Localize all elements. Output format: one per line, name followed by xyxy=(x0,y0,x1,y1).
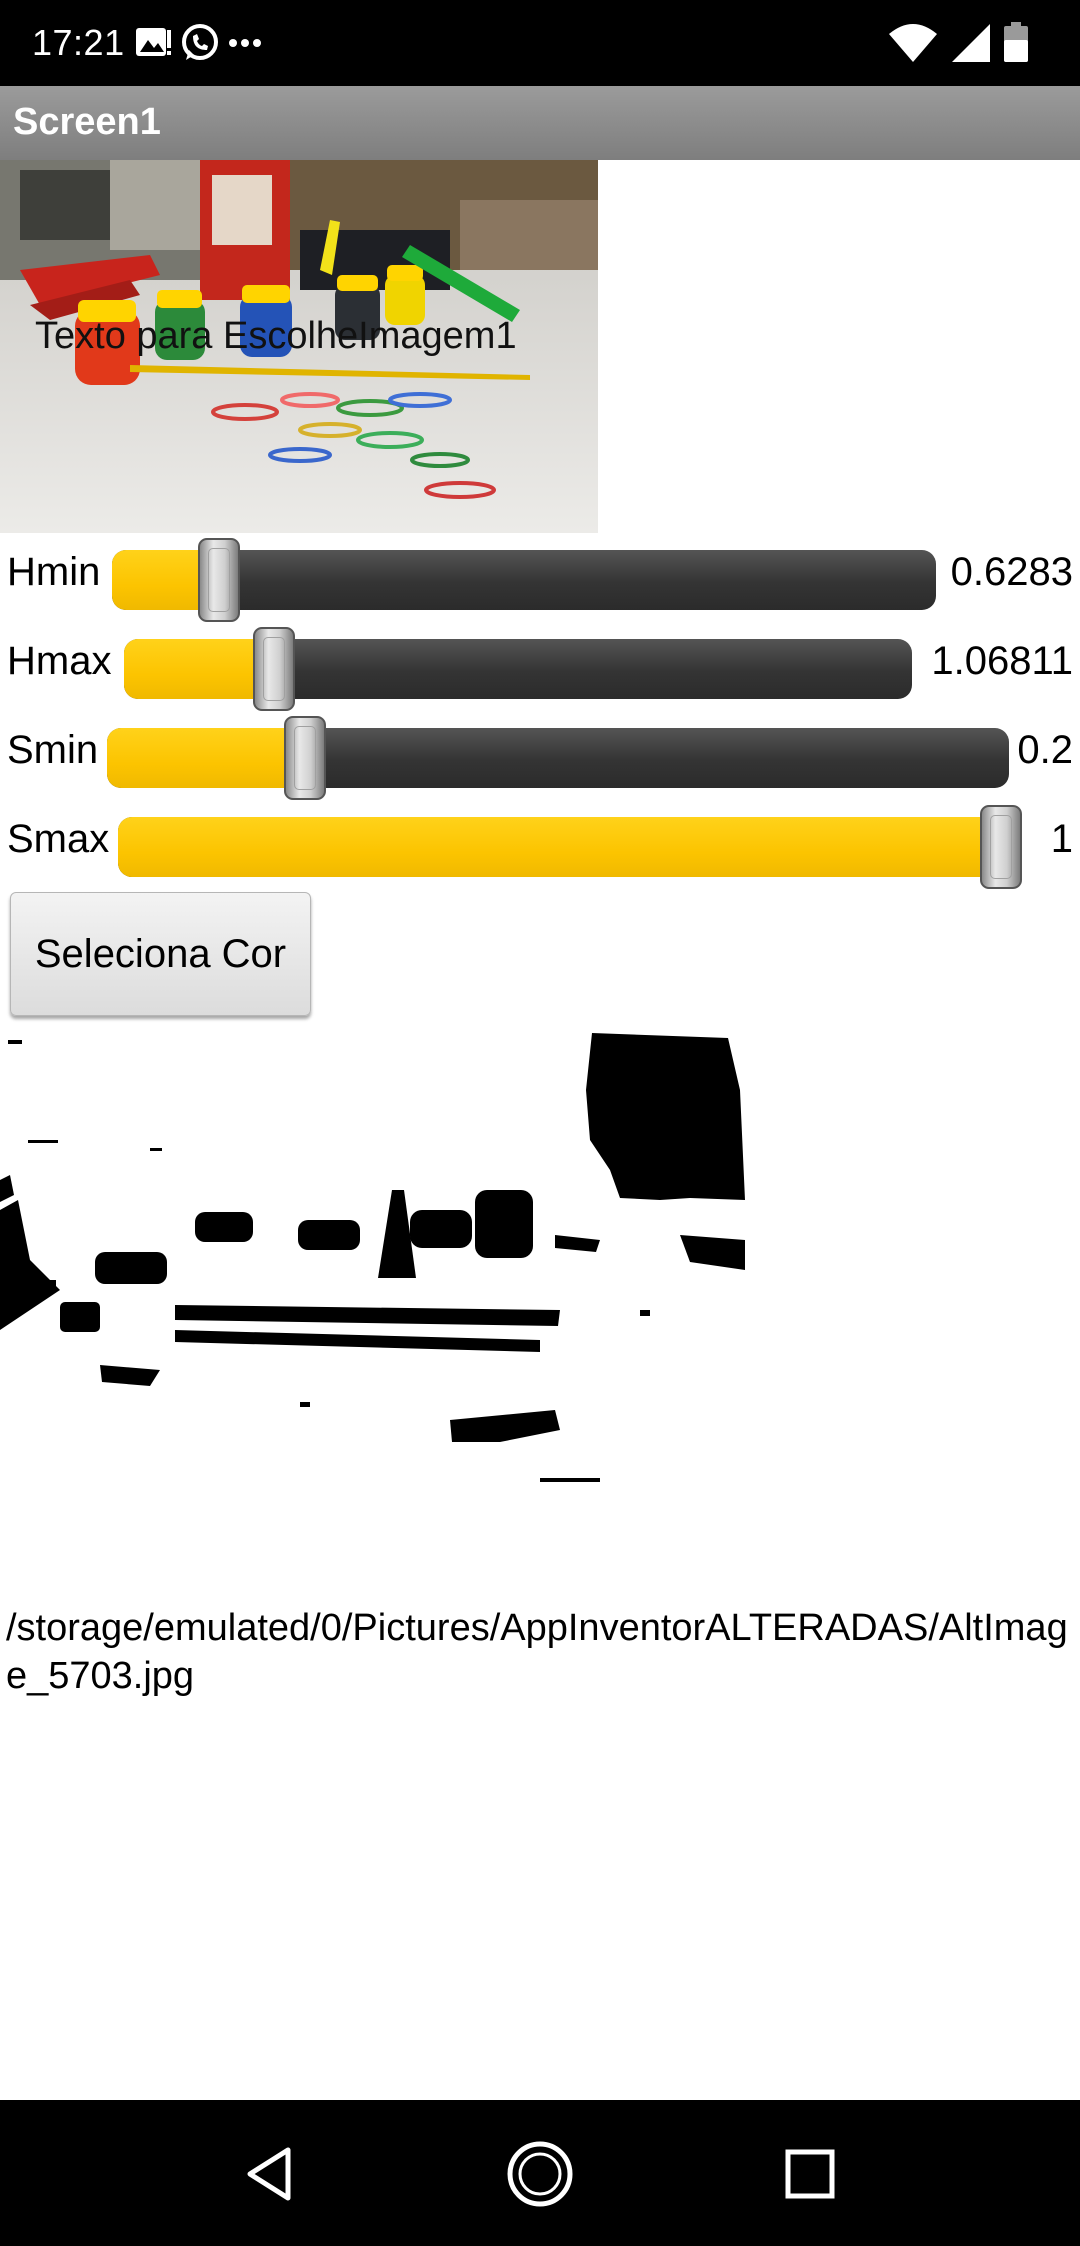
more-notifications-icon xyxy=(229,39,261,47)
navigation-bar xyxy=(0,2100,1080,2246)
slider-row-hmin: Hmin 0.6283 xyxy=(0,538,1080,622)
smin-slider[interactable] xyxy=(107,728,1009,788)
source-photo-image xyxy=(0,160,598,533)
output-path-label: /storage/emulated/0/Pictures/AppInventor… xyxy=(6,1607,1068,1697)
slider-row-smax: Smax 1 xyxy=(0,805,1080,889)
hmax-slider[interactable] xyxy=(124,639,912,699)
recents-icon[interactable] xyxy=(774,2138,846,2210)
slider-row-smin: Smin 0.2 xyxy=(0,716,1080,800)
slider-thumb[interactable] xyxy=(284,716,327,800)
slider-label: Hmin xyxy=(7,550,101,594)
slider-thumb[interactable] xyxy=(252,627,295,711)
slider-label: Hmax xyxy=(7,639,112,683)
slider-label: Smax xyxy=(7,817,110,861)
home-icon[interactable] xyxy=(504,2138,576,2210)
battery-icon xyxy=(1004,22,1028,62)
wifi-icon xyxy=(889,24,937,62)
select-color-button[interactable]: Seleciona Cor xyxy=(10,892,311,1016)
slider-fill xyxy=(107,728,306,788)
slider-value: 1.06811 xyxy=(931,639,1073,683)
slider-value: 1 xyxy=(1050,817,1073,861)
slider-value: 0.6283 xyxy=(950,550,1073,594)
status-bar: 17:21 xyxy=(0,0,1080,86)
title-bar: Screen1 xyxy=(0,86,1080,160)
whatsapp-icon xyxy=(182,24,218,60)
slider-fill xyxy=(118,817,1022,877)
slider-thumb[interactable] xyxy=(980,805,1022,889)
slider-thumb[interactable] xyxy=(198,538,241,622)
slider-row-hmax: Hmax 1.06811 xyxy=(0,627,1080,711)
slider-label: Smin xyxy=(7,728,99,772)
screen-title: Screen1 xyxy=(13,101,161,143)
mask-output-image xyxy=(0,1030,745,1500)
signal-icon xyxy=(952,24,990,62)
gallery-notification-icon xyxy=(136,28,171,56)
slider-value: 0.2 xyxy=(1017,728,1073,772)
image-picker-button[interactable]: Texto para EscolheImagem1 xyxy=(0,160,598,533)
smax-slider[interactable] xyxy=(118,817,1022,877)
slider-fill xyxy=(124,639,274,699)
image-picker-label: Texto para EscolheImagem1 xyxy=(35,315,517,357)
back-icon[interactable] xyxy=(236,2138,308,2210)
status-time: 17:21 xyxy=(32,22,125,63)
